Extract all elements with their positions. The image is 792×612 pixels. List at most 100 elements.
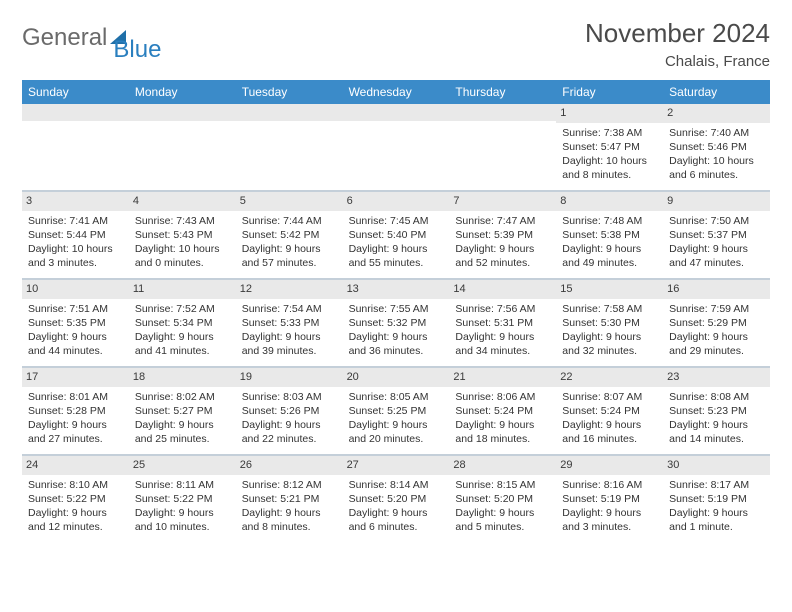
sunrise-text: Sunrise: 7:48 AM bbox=[562, 214, 657, 228]
day-details: Sunrise: 8:02 AMSunset: 5:27 PMDaylight:… bbox=[135, 390, 230, 447]
day-number: 22 bbox=[556, 368, 663, 387]
daylight-text: Daylight: 9 hours and 32 minutes. bbox=[562, 330, 657, 358]
sunset-text: Sunset: 5:32 PM bbox=[349, 316, 444, 330]
daylight-text: Daylight: 10 hours and 0 minutes. bbox=[135, 242, 230, 270]
sunset-text: Sunset: 5:39 PM bbox=[455, 228, 550, 242]
day-number: 15 bbox=[556, 280, 663, 299]
sunset-text: Sunset: 5:24 PM bbox=[562, 404, 657, 418]
sunrise-text: Sunrise: 8:08 AM bbox=[669, 390, 764, 404]
daylight-text: Daylight: 9 hours and 6 minutes. bbox=[349, 506, 444, 534]
daylight-text: Daylight: 9 hours and 22 minutes. bbox=[242, 418, 337, 446]
sunset-text: Sunset: 5:46 PM bbox=[669, 140, 764, 154]
sunset-text: Sunset: 5:26 PM bbox=[242, 404, 337, 418]
sunset-text: Sunset: 5:19 PM bbox=[562, 492, 657, 506]
day-number: 5 bbox=[236, 192, 343, 211]
day-number: 3 bbox=[22, 192, 129, 211]
day-number: 18 bbox=[129, 368, 236, 387]
daylight-text: Daylight: 9 hours and 39 minutes. bbox=[242, 330, 337, 358]
daylight-text: Daylight: 9 hours and 3 minutes. bbox=[562, 506, 657, 534]
sunrise-text: Sunrise: 7:47 AM bbox=[455, 214, 550, 228]
week-row: 24Sunrise: 8:10 AMSunset: 5:22 PMDayligh… bbox=[22, 454, 770, 542]
sunrise-text: Sunrise: 8:14 AM bbox=[349, 478, 444, 492]
sunrise-text: Sunrise: 7:45 AM bbox=[349, 214, 444, 228]
sunset-text: Sunset: 5:44 PM bbox=[28, 228, 123, 242]
title-block: November 2024 Chalais, France bbox=[585, 18, 770, 70]
day-cell: 20Sunrise: 8:05 AMSunset: 5:25 PMDayligh… bbox=[343, 368, 450, 454]
day-cell: 11Sunrise: 7:52 AMSunset: 5:34 PMDayligh… bbox=[129, 280, 236, 366]
sunset-text: Sunset: 5:35 PM bbox=[28, 316, 123, 330]
day-number bbox=[22, 104, 129, 121]
sunrise-text: Sunrise: 8:11 AM bbox=[135, 478, 230, 492]
day-cell: 23Sunrise: 8:08 AMSunset: 5:23 PMDayligh… bbox=[663, 368, 770, 454]
header: General Blue November 2024 Chalais, Fran… bbox=[22, 18, 770, 70]
sunrise-text: Sunrise: 7:44 AM bbox=[242, 214, 337, 228]
daylight-text: Daylight: 9 hours and 36 minutes. bbox=[349, 330, 444, 358]
day-cell: 27Sunrise: 8:14 AMSunset: 5:20 PMDayligh… bbox=[343, 456, 450, 542]
day-number: 16 bbox=[663, 280, 770, 299]
day-cell: 9Sunrise: 7:50 AMSunset: 5:37 PMDaylight… bbox=[663, 192, 770, 278]
day-cell: 13Sunrise: 7:55 AMSunset: 5:32 PMDayligh… bbox=[343, 280, 450, 366]
day-details: Sunrise: 7:44 AMSunset: 5:42 PMDaylight:… bbox=[242, 214, 337, 271]
sunrise-text: Sunrise: 7:50 AM bbox=[669, 214, 764, 228]
weekday-saturday: Saturday bbox=[663, 80, 770, 104]
sunrise-text: Sunrise: 7:40 AM bbox=[669, 126, 764, 140]
weekday-friday: Friday bbox=[556, 80, 663, 104]
daylight-text: Daylight: 9 hours and 5 minutes. bbox=[455, 506, 550, 534]
sunrise-text: Sunrise: 8:17 AM bbox=[669, 478, 764, 492]
day-cell: 24Sunrise: 8:10 AMSunset: 5:22 PMDayligh… bbox=[22, 456, 129, 542]
weekday-thursday: Thursday bbox=[449, 80, 556, 104]
sunset-text: Sunset: 5:21 PM bbox=[242, 492, 337, 506]
day-details: Sunrise: 7:43 AMSunset: 5:43 PMDaylight:… bbox=[135, 214, 230, 271]
day-cell: 15Sunrise: 7:58 AMSunset: 5:30 PMDayligh… bbox=[556, 280, 663, 366]
day-details: Sunrise: 7:45 AMSunset: 5:40 PMDaylight:… bbox=[349, 214, 444, 271]
sunrise-text: Sunrise: 8:10 AM bbox=[28, 478, 123, 492]
day-details: Sunrise: 7:47 AMSunset: 5:39 PMDaylight:… bbox=[455, 214, 550, 271]
day-details: Sunrise: 7:40 AMSunset: 5:46 PMDaylight:… bbox=[669, 126, 764, 183]
day-cell: 14Sunrise: 7:56 AMSunset: 5:31 PMDayligh… bbox=[449, 280, 556, 366]
sunset-text: Sunset: 5:27 PM bbox=[135, 404, 230, 418]
day-details: Sunrise: 8:06 AMSunset: 5:24 PMDaylight:… bbox=[455, 390, 550, 447]
daylight-text: Daylight: 9 hours and 25 minutes. bbox=[135, 418, 230, 446]
day-number: 1 bbox=[556, 104, 663, 123]
day-number: 7 bbox=[449, 192, 556, 211]
day-number: 2 bbox=[663, 104, 770, 123]
day-number: 23 bbox=[663, 368, 770, 387]
daylight-text: Daylight: 9 hours and 1 minute. bbox=[669, 506, 764, 534]
daylight-text: Daylight: 9 hours and 57 minutes. bbox=[242, 242, 337, 270]
day-number: 21 bbox=[449, 368, 556, 387]
sunset-text: Sunset: 5:22 PM bbox=[135, 492, 230, 506]
day-number bbox=[343, 104, 450, 121]
daylight-text: Daylight: 9 hours and 41 minutes. bbox=[135, 330, 230, 358]
sunrise-text: Sunrise: 7:55 AM bbox=[349, 302, 444, 316]
sunset-text: Sunset: 5:25 PM bbox=[349, 404, 444, 418]
logo: General Blue bbox=[22, 24, 175, 52]
day-cell bbox=[22, 104, 129, 190]
sunrise-text: Sunrise: 7:41 AM bbox=[28, 214, 123, 228]
day-number bbox=[449, 104, 556, 121]
day-details: Sunrise: 7:52 AMSunset: 5:34 PMDaylight:… bbox=[135, 302, 230, 359]
day-cell: 22Sunrise: 8:07 AMSunset: 5:24 PMDayligh… bbox=[556, 368, 663, 454]
day-details: Sunrise: 8:11 AMSunset: 5:22 PMDaylight:… bbox=[135, 478, 230, 535]
day-details: Sunrise: 7:41 AMSunset: 5:44 PMDaylight:… bbox=[28, 214, 123, 271]
weeks-container: 1 Sunrise: 7:38 AMSunset: 5:47 PMDaylight… bbox=[22, 104, 770, 542]
day-cell: 10Sunrise: 7:51 AMSunset: 5:35 PMDayligh… bbox=[22, 280, 129, 366]
day-cell: 25Sunrise: 8:11 AMSunset: 5:22 PMDayligh… bbox=[129, 456, 236, 542]
day-number: 26 bbox=[236, 456, 343, 475]
daylight-text: Daylight: 9 hours and 12 minutes. bbox=[28, 506, 123, 534]
sunset-text: Sunset: 5:33 PM bbox=[242, 316, 337, 330]
week-row: 17Sunrise: 8:01 AMSunset: 5:28 PMDayligh… bbox=[22, 366, 770, 454]
day-number: 4 bbox=[129, 192, 236, 211]
sunset-text: Sunset: 5:47 PM bbox=[562, 140, 657, 154]
sunset-text: Sunset: 5:29 PM bbox=[669, 316, 764, 330]
sunset-text: Sunset: 5:43 PM bbox=[135, 228, 230, 242]
sunset-text: Sunset: 5:24 PM bbox=[455, 404, 550, 418]
day-cell: 1 Sunrise: 7:38 AMSunset: 5:47 PMDaylight… bbox=[556, 104, 663, 190]
day-details: Sunrise: 8:17 AMSunset: 5:19 PMDaylight:… bbox=[669, 478, 764, 535]
daylight-text: Daylight: 9 hours and 18 minutes. bbox=[455, 418, 550, 446]
day-cell: 29Sunrise: 8:16 AMSunset: 5:19 PMDayligh… bbox=[556, 456, 663, 542]
weekday-tuesday: Tuesday bbox=[236, 80, 343, 104]
day-cell: 17Sunrise: 8:01 AMSunset: 5:28 PMDayligh… bbox=[22, 368, 129, 454]
day-details: Sunrise: 7:38 AMSunset: 5:47 PMDaylight:… bbox=[562, 126, 657, 183]
logo-text-general: General bbox=[22, 24, 107, 52]
day-cell: 6Sunrise: 7:45 AMSunset: 5:40 PMDaylight… bbox=[343, 192, 450, 278]
